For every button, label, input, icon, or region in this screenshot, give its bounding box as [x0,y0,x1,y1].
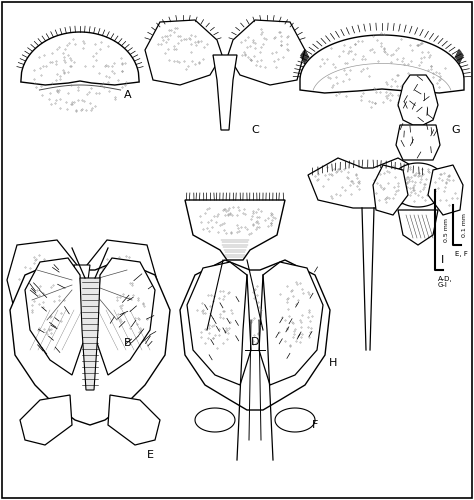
Polygon shape [308,158,428,208]
Text: A: A [124,90,132,100]
Polygon shape [20,395,72,445]
Polygon shape [390,163,446,207]
Polygon shape [7,240,79,330]
Polygon shape [275,408,315,432]
Text: E, F: E, F [455,251,468,257]
Text: 0.1 mm: 0.1 mm [462,213,467,237]
Polygon shape [300,35,464,93]
Polygon shape [21,32,139,85]
Polygon shape [180,260,330,410]
Polygon shape [398,210,438,245]
Text: F: F [312,420,318,430]
Polygon shape [25,258,84,375]
Polygon shape [195,408,235,432]
Polygon shape [187,262,251,385]
Text: C: C [251,125,259,135]
Polygon shape [396,125,440,160]
Text: G: G [451,125,460,135]
Polygon shape [259,262,323,385]
Polygon shape [228,20,305,85]
Polygon shape [74,265,90,285]
Text: A-D,: A-D, [438,276,453,282]
Polygon shape [10,260,170,425]
Polygon shape [185,200,285,260]
Text: 0.5 mm: 0.5 mm [444,218,449,242]
Polygon shape [145,20,222,85]
Text: D: D [251,337,259,347]
Polygon shape [213,55,237,130]
Polygon shape [373,165,408,215]
Text: E: E [146,450,154,460]
Text: I: I [441,255,445,265]
Polygon shape [80,278,100,390]
Polygon shape [108,395,160,445]
Polygon shape [96,258,155,375]
Text: G-I: G-I [438,282,448,288]
Polygon shape [398,75,438,125]
Polygon shape [428,165,463,215]
Polygon shape [85,240,157,330]
Text: B: B [124,338,132,348]
Text: H: H [329,358,337,368]
